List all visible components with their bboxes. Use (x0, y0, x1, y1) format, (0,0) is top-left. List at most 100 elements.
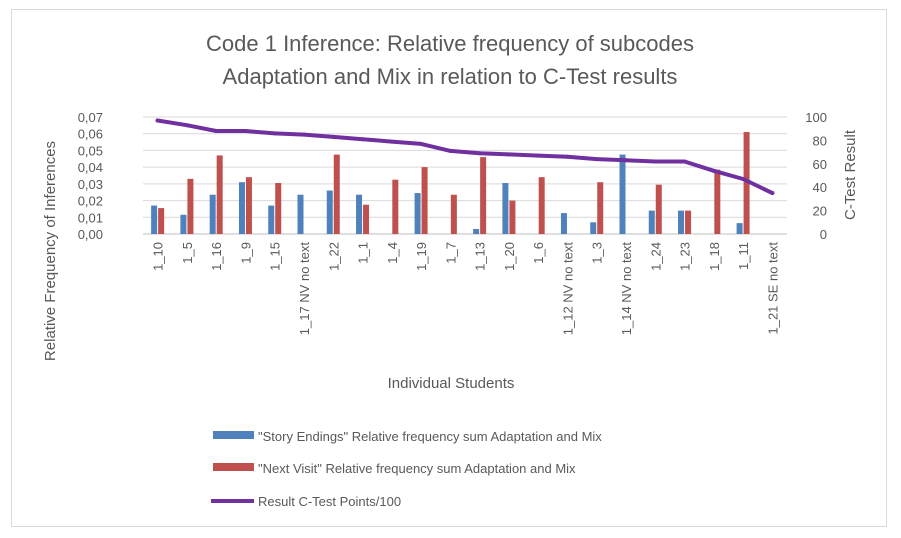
line-point (506, 152, 511, 157)
line-point (184, 123, 189, 128)
x-tick-label: 1_18 (707, 242, 722, 271)
line-point (389, 139, 394, 144)
y-tick-label: 0,05 (78, 143, 103, 158)
bar-story-endings (560, 213, 567, 234)
line-point (477, 151, 482, 156)
bar-next-visit (333, 154, 340, 234)
line-c-test-result (155, 118, 775, 196)
bar-next-visit (158, 208, 165, 234)
y2-axis-label: C-Test Result (842, 129, 859, 220)
x-tick-label: 1_19 (414, 242, 429, 271)
x-tick-label: 1_9 (239, 242, 254, 264)
x-tick-label: 1_14 NV no text (619, 242, 634, 336)
line-point (419, 141, 424, 146)
line-point (272, 131, 277, 136)
x-tick-label: 1_13 (473, 242, 488, 271)
line-point (360, 137, 365, 142)
bar-next-visit (743, 132, 750, 234)
y-tick-label: 0,02 (78, 194, 103, 209)
bar-story-endings (297, 194, 304, 234)
x-tick-label: 1_15 (268, 242, 283, 271)
bar-next-visit (538, 177, 545, 234)
y-tick-label: 0,01 (78, 210, 103, 225)
line-point (653, 159, 658, 164)
x-tick-label: 1_20 (502, 242, 517, 271)
line-point (594, 157, 599, 162)
x-tick-label: 1_5 (180, 242, 195, 264)
x-tick-label: 1_6 (531, 242, 546, 264)
x-tick-label: 1_22 (326, 242, 341, 271)
y2-tick-label: 20 (813, 204, 827, 219)
bar-story-endings (326, 190, 333, 234)
bar-next-visit (275, 183, 282, 234)
bar-story-endings (619, 154, 626, 234)
legend-swatch (213, 463, 254, 471)
legend-swatch (213, 431, 254, 439)
legend-label: "Story Endings" Relative frequency sum A… (258, 429, 602, 444)
bar-story-endings (180, 214, 187, 234)
line-point (770, 191, 775, 196)
legend-label: Result C-Test Points/100 (258, 494, 401, 509)
line-point (741, 177, 746, 182)
bar-story-endings (356, 194, 363, 234)
bar-story-endings (678, 210, 685, 234)
x-tick-label: 1_24 (648, 242, 663, 271)
bar-story-endings (473, 228, 480, 234)
bar-next-visit (421, 167, 428, 234)
y2-tick-label: 80 (813, 133, 827, 148)
x-tick-label: 1_3 (590, 242, 605, 264)
bar-next-visit (685, 210, 692, 234)
y2-tick-label: 60 (813, 157, 827, 172)
line-point (243, 129, 248, 134)
bar-next-visit (655, 184, 662, 234)
bar-story-endings (268, 205, 275, 234)
y2-tick-label: 100 (805, 110, 827, 125)
x-axis-label: Individual Students (388, 375, 515, 392)
chart-title-line-1: Code 1 Inference: Relative frequency of … (206, 31, 694, 56)
line-point (448, 148, 453, 153)
bar-next-visit (187, 178, 194, 234)
x-tick-label: 1_12 NV no text (561, 242, 576, 336)
bar-next-visit (216, 155, 223, 234)
bar-next-visit (480, 157, 487, 234)
x-tick-label: 1_1 (356, 242, 371, 264)
line-point (536, 153, 541, 158)
bar-next-visit (714, 169, 721, 234)
y-axis-label: Relative Frequency of Inferences (42, 141, 59, 361)
bar-next-visit (509, 200, 516, 234)
y-tick-label: 0,03 (78, 177, 103, 192)
line-point (331, 134, 336, 139)
bar-story-endings (590, 222, 597, 234)
line-point (565, 154, 570, 159)
line-point (711, 168, 716, 173)
x-tick-label: 1_17 NV no text (297, 242, 312, 336)
x-tick-label: 1_7 (443, 242, 458, 264)
line-point (624, 158, 628, 163)
y2-tick-label: 0 (820, 227, 827, 242)
x-tick-label: 1_16 (209, 242, 224, 271)
x-tick-label: 1_4 (385, 242, 400, 264)
legend-label: "Next Visit" Relative frequency sum Adap… (258, 461, 576, 476)
x-tick-label: 1_21 SE no text (765, 242, 780, 335)
bar-story-endings (209, 194, 216, 234)
bar-story-endings (238, 182, 245, 234)
line-point (155, 118, 160, 123)
y-tick-label: 0,06 (78, 127, 103, 142)
x-tick-label: 1_11 (736, 242, 751, 270)
y-tick-label: 0,07 (78, 110, 103, 125)
bar-story-endings (151, 205, 158, 234)
line-point (214, 129, 219, 134)
bar-next-visit (392, 179, 399, 234)
y-tick-label: 0,04 (78, 160, 103, 175)
bar-story-endings (502, 183, 509, 234)
bar-next-visit (597, 182, 604, 234)
x-tick-label: 1_10 (151, 242, 166, 271)
bar-story-endings (736, 223, 743, 234)
chart-title-line-2: Adaptation and Mix in relation to C-Test… (223, 64, 678, 89)
line-point (682, 159, 687, 164)
bar-next-visit (363, 204, 370, 234)
y-tick-label: 0,00 (78, 227, 103, 242)
line-point (302, 132, 306, 137)
bar-story-endings (414, 193, 421, 234)
